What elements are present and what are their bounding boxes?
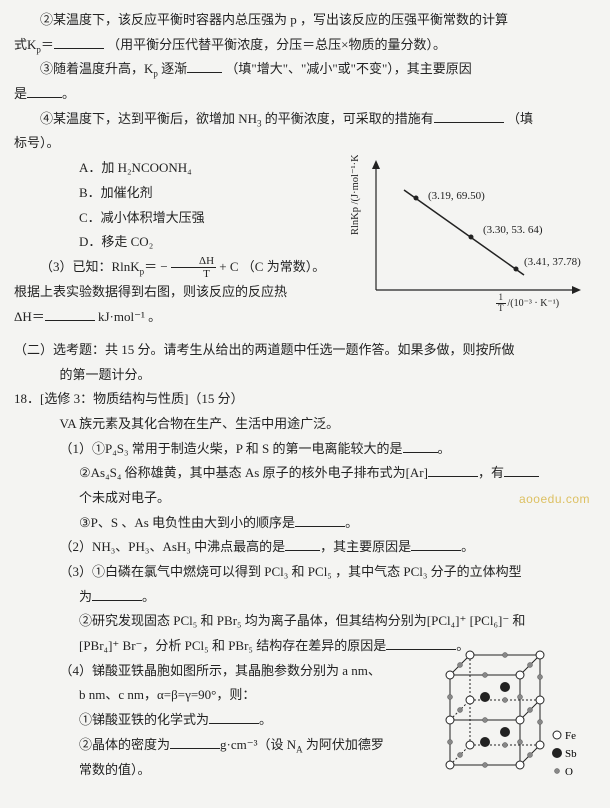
q18-br: [选修 3：物质结构与性质]（15 分）	[40, 391, 244, 406]
blank-p12a[interactable]	[428, 464, 478, 477]
q18-4-2d: 常数的值）。	[14, 758, 394, 783]
q18-num: 18．	[14, 391, 40, 406]
scatter-chart: (3.19, 69.50) (3.30, 53. 64) (3.41, 37.7…	[346, 155, 596, 315]
q18-intro: VA 族元素及其化合物在生产、生活中用途广泛。	[14, 412, 596, 437]
q3paren-line3: ΔH＝ kJ·mol⁻¹ 。	[14, 305, 334, 330]
blank-p42[interactable]	[170, 736, 220, 749]
q18-3-1a: （3）①白磷在氯气中燃烧可以得到 PCl₃ 和 PCl₅ ，其中气态 PCl₃ …	[14, 560, 596, 585]
question-3: ③随着温度升高，Kp 逐渐 （填"增大"、"减小"或"不变"），其主要原因 是。	[14, 57, 596, 106]
q18-4-1: ①锑酸亚铁的化学式为。	[14, 708, 394, 733]
p32b: [PBr₄]⁺ Br⁻，分析 PCl₅ 和 PBr₅ 结构存在差异的原因是	[79, 638, 386, 653]
p42b: g·cm⁻³（设 N	[220, 737, 296, 752]
q3p-mid: ＝ −	[144, 259, 171, 274]
q4-pre: ④某温度下，达到平衡后，欲增加 NH	[40, 111, 257, 126]
q2-k: 式K	[14, 37, 36, 52]
options-block: A．加 H₂NCOONH₄ B．加催化剂 C．减小体积增大压强 D．移走 CO₂…	[14, 156, 334, 330]
q18-3-1b: 为。	[14, 585, 596, 610]
frac-num: ΔH	[171, 255, 216, 268]
q18-4a: （4）锑酸亚铁晶胞如图所示，其晶胞参数分别为 a nm、	[14, 659, 414, 684]
q3-mid: 逐渐	[158, 61, 187, 76]
q18-4b: b nm、c nm，α=β=γ=90°，则：	[14, 683, 394, 708]
question-2: ②某温度下，该反应平衡时容器内总压强为 p ，写出该反应的压强平衡常数的计算 式…	[14, 8, 596, 57]
blank-p12b[interactable]	[504, 464, 539, 477]
q18-2: （2）NH₃、PH₃、AsH₃ 中沸点最高的是，其主要原因是。	[14, 535, 596, 560]
q2-post: （用平衡分压代替平衡浓度，分压＝总压×物质的量分数）。	[107, 37, 446, 52]
blank-p41[interactable]	[209, 711, 259, 724]
blank-kp[interactable]	[54, 36, 104, 49]
blank-p31[interactable]	[92, 588, 142, 601]
p31b: 为	[79, 589, 92, 604]
q2-line2: 式Kp＝ （用平衡分压代替平衡浓度，分压＝总压×物质的量分数）。	[14, 33, 596, 58]
blank-p2a[interactable]	[285, 538, 320, 551]
xlab-unit: /(10⁻³ · K⁻¹)	[508, 294, 560, 313]
p2a: （2）NH₃、PH₃、AsH₃ 中沸点最高的是	[60, 539, 286, 554]
frac-dh-t: ΔHT	[171, 255, 216, 280]
q3paren-line1: （3）已知：RlnKp＝ − ΔHT + C （C 为常数）。	[14, 255, 334, 281]
q18-1-2: ②As₄S₄ 俗称雄黄，其中基态 As 原子的核外电子排布式为[Ar] ，有	[14, 461, 596, 486]
q3-pre: ③随着温度升高，K	[40, 61, 153, 76]
option-b: B．加催化剂	[14, 181, 334, 206]
dh-pre: ΔH＝	[14, 309, 45, 324]
blank-p11[interactable]	[403, 440, 438, 453]
q18-1-1: （1）①P₄S₃ 常用于制造火柴，P 和 S 的第一电离能较大的是。	[14, 437, 596, 462]
p11a: （1）①P₄S₃ 常用于制造火柴，P 和 S 的第一电离能较大的是	[60, 441, 403, 456]
q3p-post: + C （C 为常数）。	[216, 259, 325, 274]
q18-4-2: ②晶体的密度为g·cm⁻³（设 NA 为阿伏加德罗	[14, 733, 394, 758]
sec2-t1: （二）选考题：共 15 分。请考生从给出的两道题中任选一题作答。如果多做，则按所…	[14, 338, 596, 363]
q3p-pre: （3）已知：RlnK	[40, 259, 140, 274]
p2b: ，其主要原因是	[320, 539, 411, 554]
blank-p2b[interactable]	[411, 538, 461, 551]
sec2-t2: 的第一题计分。	[14, 363, 596, 388]
q18-3-2a: ②研究发现固态 PCl₅ 和 PBr₅ 均为离子晶体，但其结构分别为[PCl₄]…	[14, 609, 596, 634]
chart-ylabel: RlnKp /(J·mol⁻¹·K⁻¹)	[350, 155, 361, 235]
crystal-cell-diagram: Fe Sb O	[432, 645, 592, 790]
q4-line1: ④某温度下，达到平衡后，欲增加 NH3 的平衡浓度，可采取的措施有 （填	[14, 107, 596, 132]
question-4: ④某温度下，达到平衡后，欲增加 NH3 的平衡浓度，可采取的措施有 （填 标号）…	[14, 107, 596, 156]
p12b: ，有	[478, 465, 504, 480]
blank-reason[interactable]	[27, 85, 62, 98]
blank-dh[interactable]	[45, 308, 95, 321]
p12a: ②As₄S₄ 俗称雄黄，其中基态 As 原子的核外电子排布式为[Ar]	[79, 465, 428, 480]
p41: ①锑酸亚铁的化学式为	[79, 712, 209, 727]
q18-1-3: ③P、S 、As 电负性由大到小的顺序是。	[14, 511, 596, 536]
q3paren-line2: 根据上表实验数据得到右图，则该反应的反应热	[14, 280, 334, 305]
option-a: A．加 H₂NCOONH₄	[14, 156, 334, 181]
q2-eq: ＝	[41, 37, 54, 52]
p13: ③P、S 、As 电负性由大到小的顺序是	[79, 515, 295, 530]
p12c: 个未成对电子。	[14, 486, 596, 511]
p42c: 为阿伏加德罗	[303, 737, 384, 752]
pt3-label: (3.41, 37.78)	[524, 256, 581, 268]
pt2-label: (3.30, 53. 64)	[483, 224, 543, 236]
q4-line2: 标号）。	[14, 131, 596, 156]
q3-paren: （填"增大"、"减小"或"不变"），其主要原因	[225, 61, 471, 76]
blank-measure[interactable]	[434, 110, 504, 123]
p42a: ②晶体的密度为	[79, 737, 170, 752]
q18-header: 18．[选修 3：物质结构与性质]（15 分）	[14, 387, 596, 412]
legend-fe: Fe	[565, 730, 576, 742]
option-c: C．减小体积增大压强	[14, 206, 334, 231]
watermark: aooedu.com	[519, 488, 590, 511]
legend-o: O	[565, 766, 573, 778]
blank-trend[interactable]	[187, 60, 222, 73]
frac-den: T	[171, 268, 216, 280]
blank-p13[interactable]	[295, 514, 345, 527]
section-2-header: （二）选考题：共 15 分。请考生从给出的两道题中任选一题作答。如果多做，则按所…	[14, 338, 596, 387]
xlab-den: T	[496, 304, 506, 314]
q3-line1: ③随着温度升高，Kp 逐渐 （填"增大"、"减小"或"不变"），其主要原因	[14, 57, 596, 82]
legend-sb: Sb	[565, 748, 577, 760]
q2-line1: ②某温度下，该反应平衡时容器内总压强为 p ，写出该反应的压强平衡常数的计算	[14, 8, 596, 33]
dh-unit: kJ·mol⁻¹ 。	[98, 309, 161, 324]
pt1-label: (3.19, 69.50)	[428, 190, 485, 202]
q4-mid: 的平衡浓度，可采取的措施有	[262, 111, 434, 126]
q4-post: （填	[507, 111, 533, 126]
q3-line2: 是。	[14, 82, 596, 107]
q3-end: 是	[14, 86, 27, 101]
option-d: D．移走 CO₂	[14, 230, 334, 255]
